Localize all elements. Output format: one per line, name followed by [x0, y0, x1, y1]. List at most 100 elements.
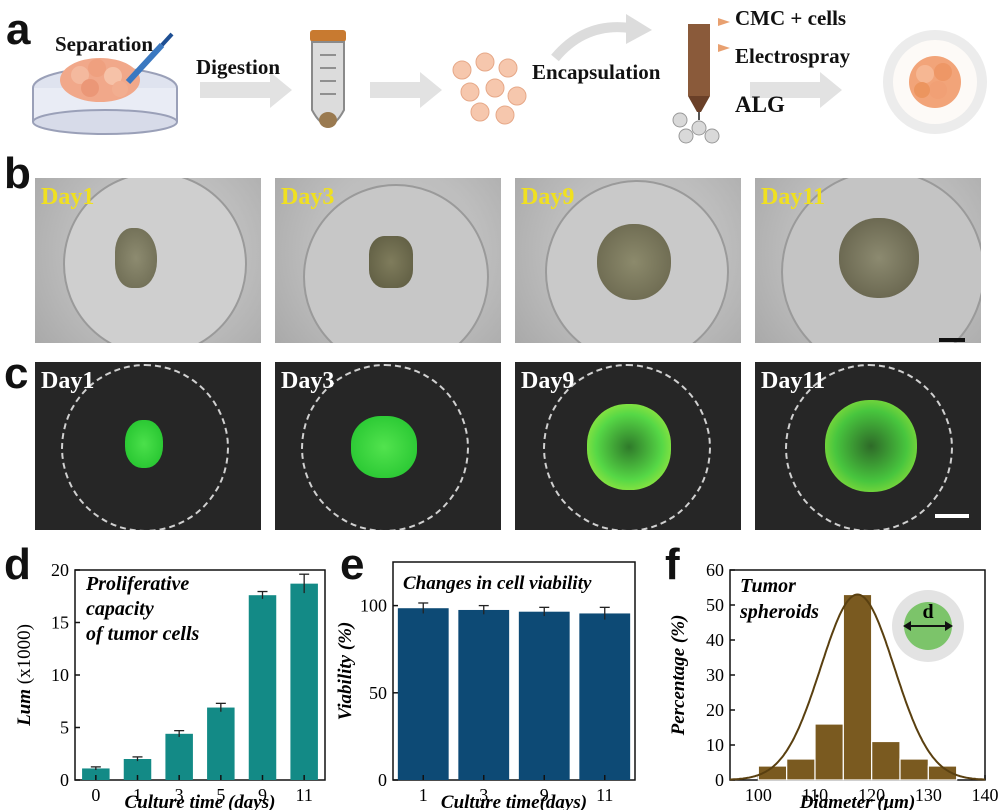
- bar: [579, 613, 631, 780]
- chart-f-diameter: 0 10 20 30 40 50 60 100 110 120 130 140 Tumor spheroi…: [668, 560, 999, 810]
- chart-title: Changes in cell viability: [403, 573, 592, 594]
- panel-label-c: c: [4, 349, 29, 398]
- histogram-bar: [842, 593, 873, 781]
- chart-title: Proliferative: [85, 573, 189, 595]
- x-tick-label: 140: [972, 785, 999, 805]
- x-tick-label: 1: [133, 785, 142, 805]
- y-tick-label: 10: [706, 735, 724, 755]
- chart-title: of tumor cells: [86, 623, 200, 645]
- panel-label-a: a: [6, 5, 31, 54]
- separation-label: Separation: [55, 32, 154, 56]
- x-axis-title: Diameter (μm): [799, 792, 916, 810]
- x-tick-label: 5: [216, 785, 225, 805]
- brightfield-day11: Day11: [755, 178, 981, 343]
- brightfield-day9: Day9: [515, 178, 741, 343]
- x-tick-label: 100: [745, 785, 772, 805]
- bar: [290, 583, 318, 780]
- day-label: Day11: [761, 368, 826, 394]
- histogram-bar: [871, 740, 901, 781]
- chart-e-viability: 0 50 100 1 3 9 11 Changes in cell viability Cult…: [335, 561, 636, 810]
- scale-bar: [935, 514, 969, 518]
- spheroid-capsule-icon: [883, 30, 987, 134]
- fluorescence-day11: Day11: [755, 362, 981, 530]
- x-tick-label: 0: [91, 785, 100, 805]
- panel-label-b: b: [4, 149, 31, 198]
- bar: [248, 595, 277, 780]
- chart-title: capacity: [86, 598, 154, 620]
- x-tick-label: 1: [419, 785, 428, 805]
- fluorescence-day1: Day1: [35, 362, 261, 530]
- bar: [518, 611, 570, 780]
- day-label: Day1: [41, 368, 95, 394]
- fluorescence-day9: Day9: [515, 362, 741, 530]
- y-tick-label: 20: [51, 560, 69, 580]
- panel-label-e: e: [340, 540, 365, 589]
- y-tick-label: 30: [706, 665, 724, 685]
- x-tick-label: 110: [802, 785, 828, 805]
- y-tick-label: 20: [706, 700, 724, 720]
- y-tick-label: 40: [706, 630, 724, 650]
- arrow-head: [903, 621, 911, 631]
- y-axis-title: Percentage (%): [668, 615, 689, 737]
- day-label: Day9: [521, 368, 575, 394]
- digestion-label: Digestion: [196, 55, 280, 79]
- y-axis-title: Lum (x1000): [14, 624, 35, 727]
- alg-label: ALG: [735, 92, 785, 117]
- petri-dish-icon: [32, 32, 178, 135]
- x-axis-title: Culture time (days): [125, 792, 276, 810]
- bar: [165, 733, 193, 780]
- chart-title: Tumor: [740, 575, 796, 597]
- x-tick-label: 3: [175, 785, 184, 805]
- day-label: Day11: [761, 184, 826, 210]
- plot-frame: [392, 561, 636, 781]
- arrow-head: [945, 621, 953, 631]
- bar: [123, 759, 152, 780]
- centrifuge-tube-icon: [310, 30, 346, 128]
- panel-a-schematic: [32, 14, 987, 144]
- bar: [82, 768, 110, 780]
- electrospray-label: Electrospray: [735, 44, 851, 68]
- x-tick-label: 120: [858, 785, 885, 805]
- cmc-cells-label: CMC + cells: [735, 6, 847, 30]
- y-tick-label: 0: [60, 770, 69, 790]
- fluorescence-day3: Day3: [275, 362, 501, 530]
- histogram-bar: [899, 758, 929, 781]
- x-tick-label: 11: [596, 785, 613, 805]
- y-tick-label: 100: [360, 596, 387, 616]
- y-tick-label: 15: [51, 613, 69, 633]
- x-tick-label: 130: [915, 785, 942, 805]
- encapsulation-label: Encapsulation: [532, 60, 661, 84]
- gaussian-fit-line: [730, 593, 985, 781]
- inset-label: d: [922, 601, 933, 623]
- day-label: Day1: [41, 184, 95, 210]
- y-tick-label: 60: [706, 560, 724, 580]
- chart-title: spheroids: [739, 601, 819, 623]
- day-label: Day3: [281, 368, 335, 394]
- x-tick-label: 3: [479, 785, 488, 805]
- y-tick-label: 50: [369, 683, 387, 703]
- histogram-bar: [786, 758, 816, 781]
- bar: [397, 608, 449, 780]
- chart-d-proliferation: 0 5 10 15 20 0 1 3 5 9 11 Proliferative capacity of t…: [14, 560, 326, 810]
- histogram-bar: [814, 723, 844, 781]
- day-label: Day3: [281, 184, 335, 210]
- y-tick-label: 10: [51, 665, 69, 685]
- electrospray-nozzle-icon: [672, 18, 730, 144]
- cells-icon: [452, 52, 527, 125]
- x-tick-label: 11: [295, 785, 312, 805]
- y-tick-label: 50: [706, 595, 724, 615]
- brightfield-day1: Day1: [35, 178, 261, 343]
- panel-label-d: d: [4, 540, 31, 589]
- day-label: Day9: [521, 184, 575, 210]
- bar: [207, 707, 235, 780]
- scale-bar: [939, 338, 965, 342]
- y-tick-label: 0: [378, 770, 387, 790]
- panel-label-f: f: [665, 540, 680, 589]
- x-axis-title: Culture time(days): [441, 792, 587, 810]
- y-axis-title: Viability (%): [335, 622, 356, 721]
- brightfield-day3: Day3: [275, 178, 501, 343]
- x-tick-label: 9: [540, 785, 549, 805]
- y-tick-label: 5: [60, 718, 69, 738]
- x-tick-label: 9: [258, 785, 267, 805]
- y-tick-label: 0: [715, 770, 724, 790]
